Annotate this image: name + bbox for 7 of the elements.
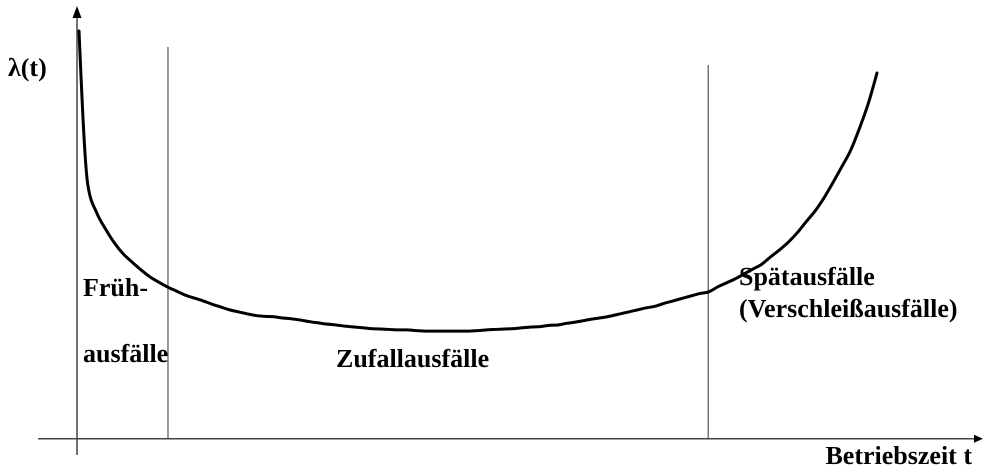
annotation: (Verschleißausfälle) bbox=[739, 294, 958, 323]
x-axis-title: Betriebszeit t bbox=[825, 441, 972, 468]
y-axis-title: λ(t) bbox=[8, 53, 47, 82]
annotation: Spätausfälle bbox=[739, 262, 875, 291]
annotation: ausfälle bbox=[83, 339, 168, 368]
annotation: Zufallausfälle bbox=[336, 344, 490, 373]
annotation: Früh- bbox=[83, 273, 148, 302]
